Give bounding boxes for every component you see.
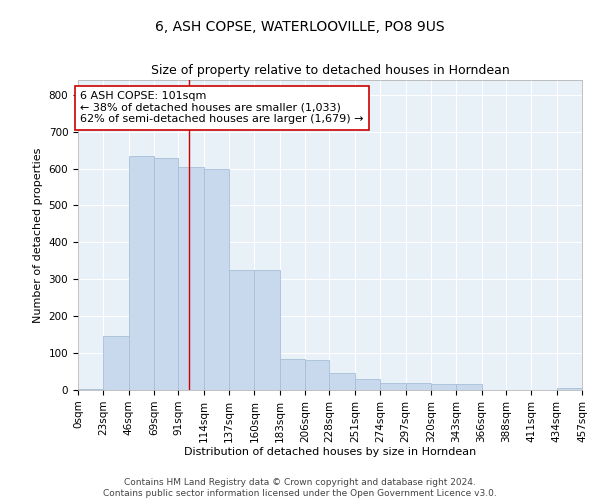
Bar	[103, 336, 129, 390]
Bar	[78, 389, 103, 390]
Bar	[557, 388, 582, 390]
Bar	[329, 374, 355, 390]
Bar	[229, 270, 254, 390]
X-axis label: Distribution of detached houses by size in Horndean: Distribution of detached houses by size …	[184, 448, 476, 458]
Bar	[380, 382, 406, 390]
Bar	[406, 384, 431, 390]
Bar	[431, 384, 456, 390]
Bar	[280, 358, 305, 390]
Y-axis label: Number of detached properties: Number of detached properties	[33, 148, 43, 322]
Title: Size of property relative to detached houses in Horndean: Size of property relative to detached ho…	[151, 64, 509, 78]
Text: Contains HM Land Registry data © Crown copyright and database right 2024.
Contai: Contains HM Land Registry data © Crown c…	[103, 478, 497, 498]
Text: 6, ASH COPSE, WATERLOOVILLE, PO8 9US: 6, ASH COPSE, WATERLOOVILLE, PO8 9US	[155, 20, 445, 34]
Bar	[178, 166, 204, 390]
Bar	[204, 168, 229, 390]
Bar	[305, 360, 329, 390]
Bar	[254, 270, 280, 390]
Bar	[456, 384, 482, 390]
Bar	[129, 156, 154, 390]
Bar	[355, 379, 380, 390]
Bar	[154, 158, 178, 390]
Text: 6 ASH COPSE: 101sqm
← 38% of detached houses are smaller (1,033)
62% of semi-det: 6 ASH COPSE: 101sqm ← 38% of detached ho…	[80, 91, 364, 124]
